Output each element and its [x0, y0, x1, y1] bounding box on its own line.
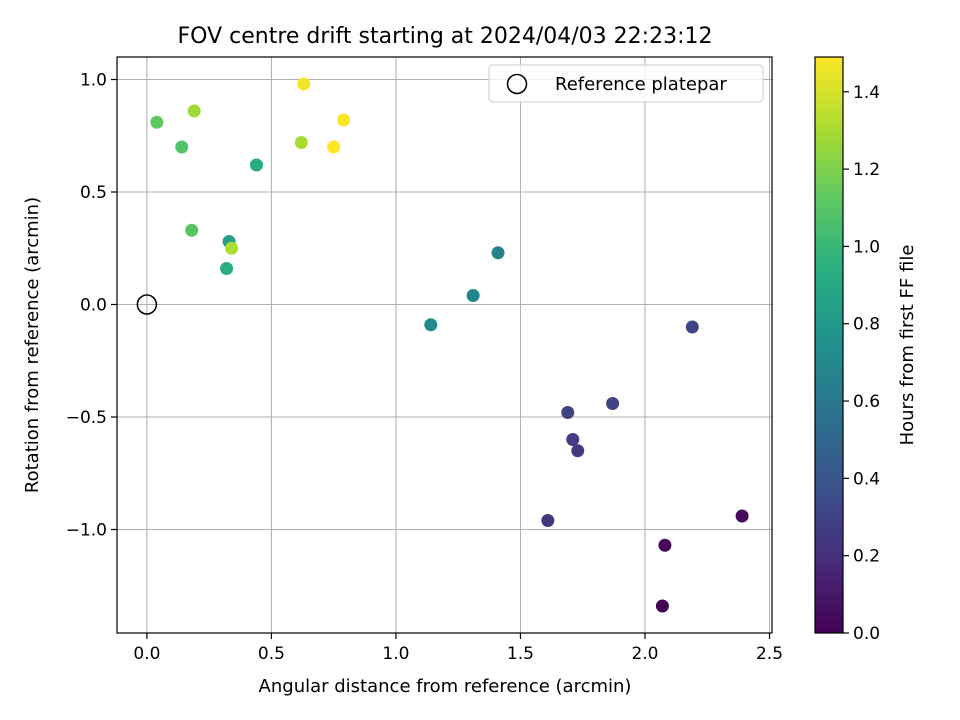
colorbar-tick-label: 1.4: [853, 83, 880, 103]
colorbar-label: Hours from first FF file: [897, 245, 918, 446]
data-point: [185, 223, 199, 237]
x-tick-label: 2.5: [756, 644, 783, 664]
y-tick-label: 0.0: [80, 296, 107, 316]
data-point: [327, 140, 341, 154]
data-point: [220, 262, 234, 275]
y-axis-ticks: −1.0 −0.5 0.0 0.5 1.0: [66, 71, 117, 541]
x-tick-label: 0.0: [133, 644, 160, 664]
data-point: [249, 158, 263, 172]
reference-layer: [136, 294, 158, 315]
colorbar-tick-label: 0.4: [853, 469, 880, 489]
x-tick-label: 2.0: [631, 644, 658, 664]
data-point: [571, 444, 585, 458]
chart-title: FOV centre drift starting at 2024/04/03 …: [178, 24, 713, 49]
colorbar-tick-label: 0.0: [853, 624, 880, 644]
colorbar-tick-label: 1.2: [853, 160, 880, 180]
x-axis-label: Angular distance from reference (arcmin): [259, 676, 632, 697]
legend-marker-reference: [506, 73, 528, 95]
colorbar-tick-label: 1.0: [853, 237, 880, 257]
colorbar: [814, 56, 844, 634]
data-point: [561, 406, 575, 419]
data-point: [150, 115, 164, 129]
data-point: [566, 433, 580, 446]
colorbar-ticks: 0.0 0.2 0.4 0.6 0.8 1.0 1.2 1.4: [843, 83, 880, 644]
colorbar-tick-label: 0.6: [853, 392, 880, 412]
x-tick-label: 1.0: [382, 644, 409, 664]
y-tick-label: −0.5: [66, 408, 107, 428]
y-tick-label: 1.0: [80, 71, 107, 91]
y-tick-label: 0.5: [80, 183, 107, 203]
data-point: [491, 246, 505, 260]
x-tick-label: 1.5: [507, 644, 534, 664]
colorbar-tick-label: 0.2: [853, 547, 880, 567]
data-point: [225, 241, 239, 255]
data-point: [175, 140, 189, 154]
data-point: [685, 320, 699, 334]
data-point: [655, 599, 669, 613]
y-axis-label: Rotation from reference (arcmin): [22, 197, 43, 493]
data-point: [658, 538, 672, 552]
data-point: [294, 136, 308, 149]
grid-layer: [117, 57, 772, 633]
data-point: [187, 104, 201, 118]
data-point: [466, 289, 480, 302]
x-tick-label: 0.5: [258, 644, 285, 664]
data-point: [424, 318, 438, 332]
legend-box: [488, 64, 764, 103]
reference-point-marker: [136, 294, 158, 315]
data-point: [297, 77, 311, 91]
data-point: [735, 509, 749, 523]
points-layer: [150, 77, 749, 613]
colorbar-tick-label: 0.8: [853, 315, 880, 335]
legend-entry-reference: Reference platepar: [555, 74, 727, 95]
plot-frame: [116, 56, 773, 634]
y-tick-label: −1.0: [66, 521, 107, 541]
data-point: [541, 514, 555, 527]
data-point: [337, 113, 351, 127]
x-axis-ticks: 0.0 0.5 1.0 1.5 2.0 2.5: [133, 633, 783, 664]
data-point: [606, 397, 620, 410]
legend: Reference platepar: [488, 64, 764, 103]
